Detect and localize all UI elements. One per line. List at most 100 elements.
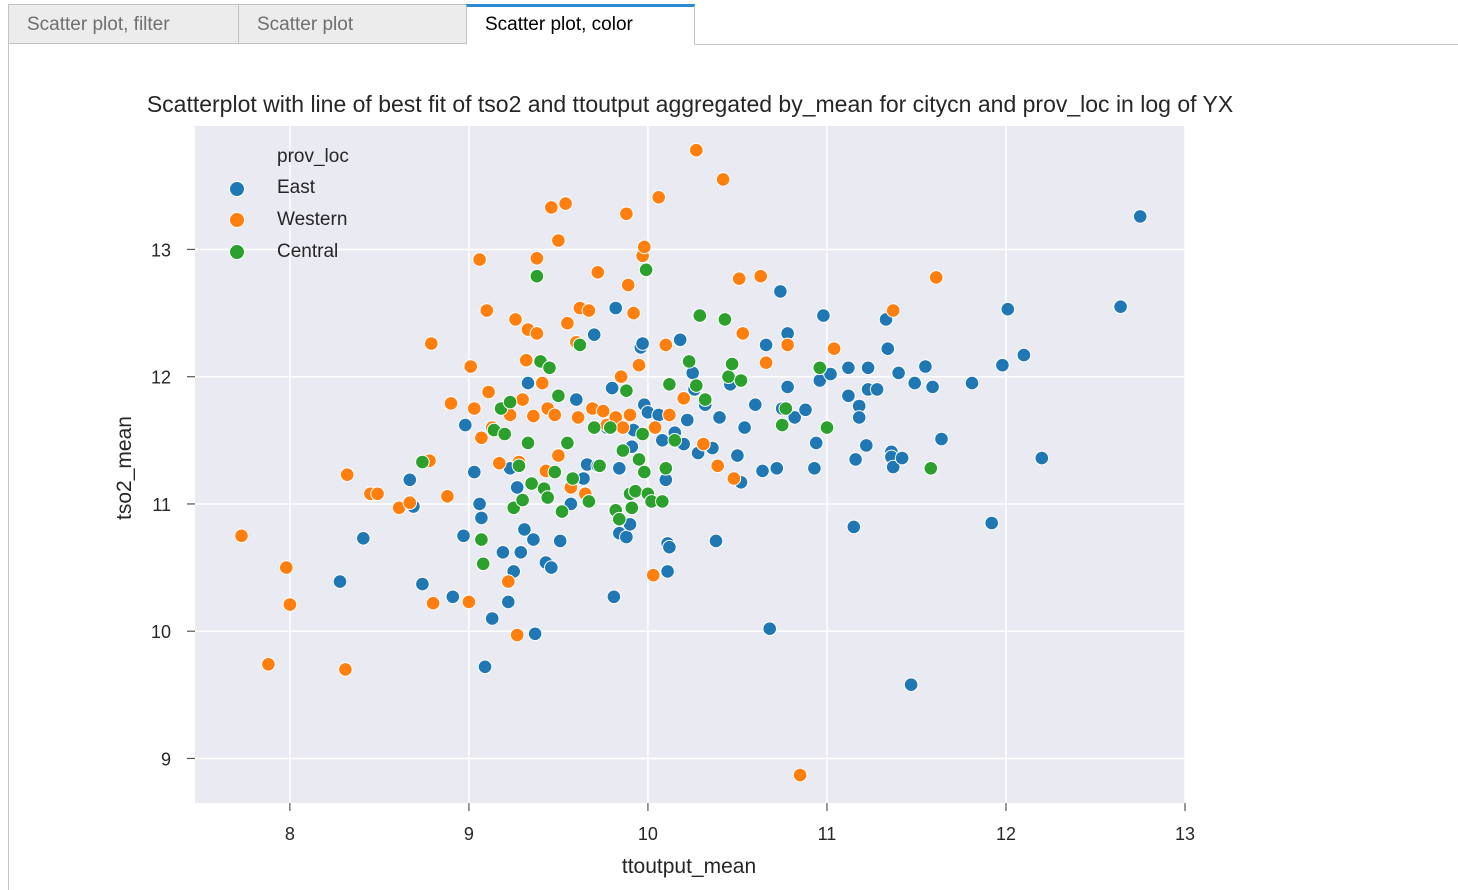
data-point-central xyxy=(638,262,654,278)
data-point-western xyxy=(637,239,652,255)
data-point-western xyxy=(662,407,677,423)
data-point-central xyxy=(497,426,513,442)
data-point-western xyxy=(710,458,726,474)
data-point-east xyxy=(526,532,541,547)
data-point-western xyxy=(726,471,742,486)
data-point-western xyxy=(472,252,487,267)
data-point-east xyxy=(477,659,493,675)
data-point-east xyxy=(860,360,876,376)
data-point-western xyxy=(696,436,711,452)
data-point-east xyxy=(885,459,901,475)
data-point-western xyxy=(622,407,638,423)
data-point-western xyxy=(234,528,249,544)
y-tick-label: 9 xyxy=(161,749,171,769)
data-point-western xyxy=(689,142,704,158)
data-point-western xyxy=(479,303,495,318)
data-point-east xyxy=(984,515,1000,531)
data-point-western xyxy=(526,408,541,424)
data-point-east xyxy=(445,589,461,605)
data-point-east xyxy=(995,357,1010,373)
data-point-western xyxy=(501,574,516,589)
data-point-central xyxy=(717,312,733,327)
data-point-western xyxy=(731,271,747,286)
data-point-western xyxy=(595,403,611,419)
data-point-east xyxy=(527,626,543,642)
tab-scatter-plot-color[interactable]: Scatter plot, color xyxy=(466,4,695,45)
data-point-east xyxy=(604,380,620,396)
data-point-east xyxy=(816,308,831,323)
data-point-east xyxy=(606,589,622,605)
data-point-central xyxy=(697,392,713,407)
data-point-central xyxy=(774,417,790,433)
data-point-east xyxy=(841,388,856,404)
data-point-east xyxy=(1034,450,1050,466)
data-point-east xyxy=(907,375,923,391)
data-point-east xyxy=(356,531,371,546)
data-point-east xyxy=(737,420,752,435)
data-point-east xyxy=(544,560,559,575)
data-point-east xyxy=(660,564,675,579)
data-point-east xyxy=(517,522,532,537)
data-point-western xyxy=(551,448,566,463)
data-point-east xyxy=(708,533,724,549)
data-point-east xyxy=(586,327,602,343)
data-point-east xyxy=(501,594,516,610)
data-point-east xyxy=(402,472,418,488)
tab-scatter-plot-filter[interactable]: Scatter plot, filter xyxy=(8,4,239,44)
data-point-central xyxy=(502,394,518,410)
data-point-east xyxy=(918,359,933,374)
data-point-western xyxy=(620,277,636,293)
data-point-east xyxy=(619,529,634,545)
y-tick-label: 11 xyxy=(152,495,171,515)
data-point-central xyxy=(540,490,556,505)
data-point-western xyxy=(676,391,692,406)
data-point-central xyxy=(658,461,674,476)
data-point-east xyxy=(680,412,695,428)
data-point-east xyxy=(456,528,471,544)
data-point-central xyxy=(637,464,652,480)
data-point-western xyxy=(535,375,550,391)
tab-divider xyxy=(695,44,1458,45)
data-point-east xyxy=(787,410,803,425)
data-point-central xyxy=(511,458,527,474)
data-point-western xyxy=(481,384,496,400)
chart-title: Scatterplot with line of best fit of tso… xyxy=(147,91,1233,117)
data-point-east xyxy=(1000,301,1016,317)
data-point-western xyxy=(440,489,455,504)
data-point-east xyxy=(520,375,536,391)
data-point-central xyxy=(551,388,566,404)
y-axis-ticks: 9 10 11 12 13 xyxy=(151,240,195,769)
data-point-east xyxy=(672,332,688,348)
data-point-east xyxy=(484,611,500,626)
data-points xyxy=(234,142,1148,783)
legend-marker-western xyxy=(229,212,245,228)
data-point-east xyxy=(880,341,896,357)
data-point-central xyxy=(662,377,677,392)
data-point-east xyxy=(608,300,624,316)
x-tick-label: 11 xyxy=(818,824,837,844)
data-point-east xyxy=(769,461,785,476)
x-tick-label: 9 xyxy=(464,824,474,844)
data-point-western xyxy=(529,251,545,266)
data-point-central xyxy=(778,401,794,416)
data-point-east xyxy=(415,576,430,592)
data-point-central xyxy=(819,420,835,435)
data-point-western xyxy=(370,486,385,502)
data-point-central xyxy=(603,420,618,435)
data-point-east xyxy=(495,545,511,560)
data-point-east xyxy=(808,435,824,451)
data-point-western xyxy=(715,172,731,187)
data-point-central xyxy=(581,494,597,509)
data-point-central xyxy=(529,268,545,284)
data-point-central xyxy=(572,337,588,353)
data-point-central xyxy=(721,369,736,385)
data-point-central xyxy=(554,504,570,519)
data-point-western xyxy=(626,305,641,321)
data-point-central xyxy=(628,483,643,499)
data-point-east xyxy=(513,545,529,560)
tab-scatter-plot[interactable]: Scatter plot xyxy=(238,4,467,44)
data-point-western xyxy=(547,407,563,423)
chart-panel: Scatterplot with line of best fit of tso… xyxy=(8,44,1458,890)
data-point-east xyxy=(925,379,940,395)
data-point-western xyxy=(885,303,901,318)
